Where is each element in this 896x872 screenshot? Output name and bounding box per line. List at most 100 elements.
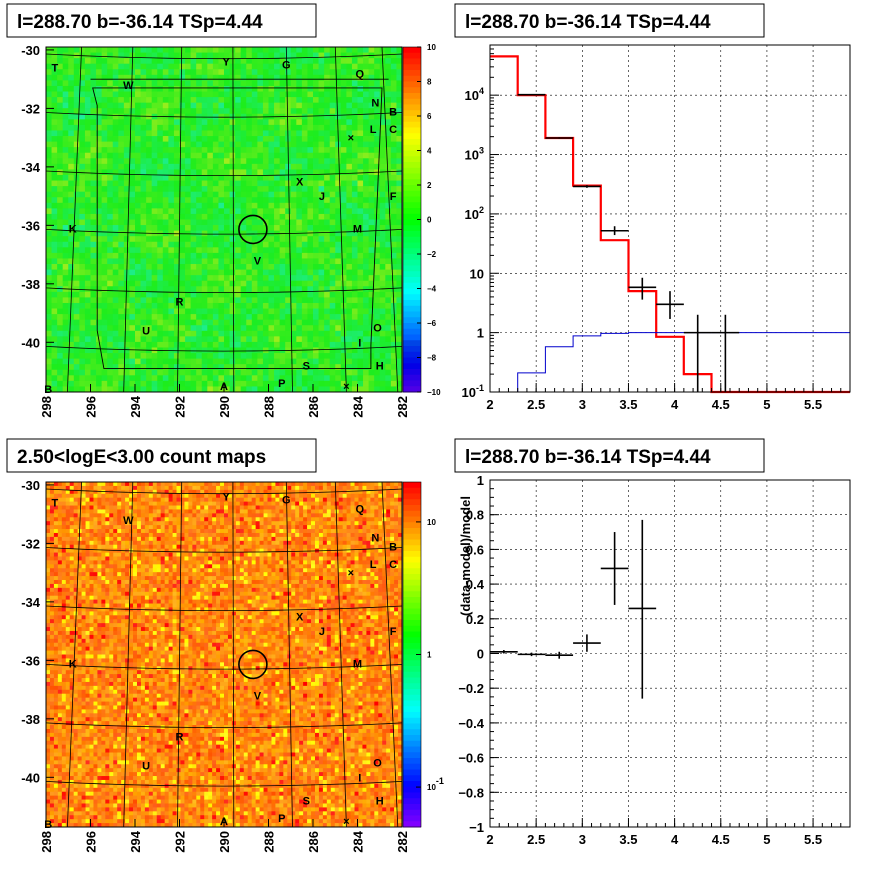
map-pixel <box>107 169 114 176</box>
map-pixel <box>368 130 375 137</box>
map-pixel <box>157 124 164 131</box>
map-pixel <box>118 63 125 70</box>
map-pixel <box>363 147 370 154</box>
map-pixel <box>53 513 59 518</box>
map-pixel <box>290 236 297 243</box>
map-pixel <box>157 358 164 365</box>
map-pixel <box>118 186 125 193</box>
map-pixel <box>351 108 358 115</box>
map-pixel <box>274 141 281 148</box>
map-pixel <box>313 147 319 154</box>
map-pixel <box>251 314 258 321</box>
map-pixel <box>62 314 69 321</box>
map-pixel <box>140 158 147 165</box>
map-pixel <box>268 225 275 232</box>
map-pixel <box>290 219 297 226</box>
map-pixel <box>274 108 281 115</box>
map-pixel <box>229 158 236 165</box>
map-pixel <box>340 225 347 232</box>
map-pixel <box>46 69 52 76</box>
map-pixel <box>351 197 358 204</box>
latitude-line <box>45 229 403 235</box>
map-pixel <box>53 505 59 510</box>
map-pixel <box>224 308 230 315</box>
map-pixel <box>62 180 69 187</box>
map-pixel <box>73 97 80 104</box>
map-pixel <box>69 685 75 691</box>
map-pixel <box>262 186 269 193</box>
map-pixel <box>68 252 75 259</box>
map-pixel <box>290 202 297 209</box>
map-pixel <box>57 108 64 115</box>
map-pixel <box>296 358 303 365</box>
map-pixel <box>268 375 275 382</box>
map-pixel <box>190 202 197 209</box>
map-pixel <box>69 548 75 553</box>
map-pixel <box>235 319 242 326</box>
map-pixel <box>340 174 347 181</box>
y-tick-label: 102 <box>465 205 484 222</box>
map-pixel <box>123 152 130 159</box>
colorbar-cell <box>403 127 421 134</box>
map-pixel <box>53 666 59 671</box>
map-pixel <box>140 241 147 248</box>
map-pixel <box>51 264 58 270</box>
map-pixel <box>324 380 331 387</box>
map-pixel <box>313 336 319 343</box>
map-pixel <box>290 58 297 65</box>
map-pixel <box>318 169 325 176</box>
map-pixel <box>229 141 236 148</box>
map-pixel <box>146 252 153 259</box>
map-pixel <box>201 364 208 371</box>
map-pixel <box>185 336 192 343</box>
map-pixel <box>329 258 336 265</box>
map-pixel <box>351 152 358 159</box>
map-pixel <box>307 63 314 70</box>
map-pixel <box>235 174 242 181</box>
map-pixel <box>240 63 247 70</box>
map-pixel <box>46 119 52 126</box>
map-pixel <box>357 275 364 282</box>
map-pixel <box>363 208 370 215</box>
map-pixel <box>307 280 314 287</box>
map-pixel <box>146 219 153 226</box>
map-pixel <box>179 225 186 232</box>
map-pixel <box>379 136 386 142</box>
map-pixel <box>340 264 347 270</box>
map-pixel <box>307 80 314 87</box>
map-pixel <box>173 141 180 148</box>
map-pixel <box>190 369 197 376</box>
map-pixel <box>301 158 308 165</box>
map-pixel <box>374 241 381 248</box>
map-pixel <box>285 213 292 220</box>
map-pixel <box>79 136 86 142</box>
map-pixel <box>351 275 358 282</box>
map-pixel <box>346 252 353 259</box>
map-pixel <box>335 102 342 109</box>
map-pixel <box>61 791 67 797</box>
map-pixel <box>196 264 203 270</box>
map-pixel <box>90 325 97 332</box>
map-pixel <box>123 319 130 326</box>
map-pixel <box>179 252 186 259</box>
map-pixel <box>65 552 71 557</box>
map-pixel <box>84 302 91 309</box>
map-pixel <box>112 119 119 126</box>
colorbar-cell <box>403 213 421 220</box>
map-pixel <box>129 119 136 126</box>
map-pixel <box>68 213 75 220</box>
map-pixel <box>251 136 258 142</box>
map-pixel <box>73 358 80 365</box>
map-pixel <box>351 213 358 220</box>
map-pixel <box>196 275 203 282</box>
map-pixel <box>196 386 203 393</box>
map-pixel <box>129 386 136 393</box>
map-pixel <box>69 580 75 585</box>
map-pixel <box>146 241 153 248</box>
map-pixel <box>301 353 308 360</box>
map-pixel <box>157 158 164 165</box>
map-pixel <box>68 119 75 126</box>
map-pixel <box>268 213 275 220</box>
map-pixel <box>274 174 281 181</box>
map-pixel <box>346 375 353 382</box>
